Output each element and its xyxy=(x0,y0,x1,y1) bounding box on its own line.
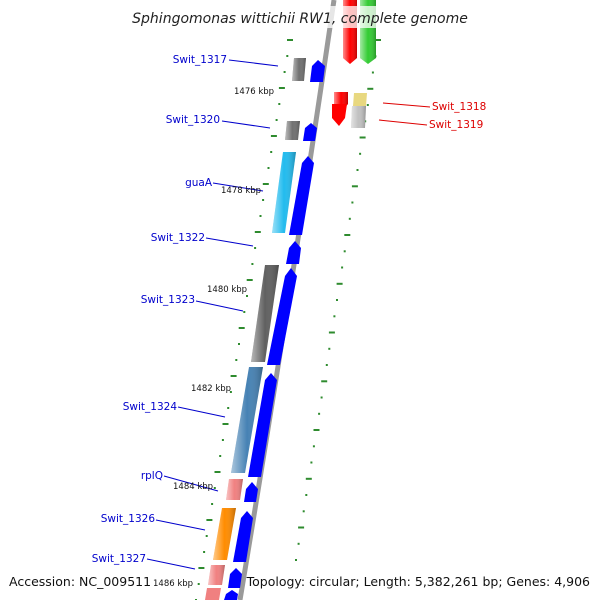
gene-feature-next xyxy=(205,588,221,600)
tick-mark xyxy=(286,55,289,57)
tick-mark xyxy=(351,185,358,188)
tick-mark xyxy=(313,429,320,431)
gene-label-swit-1320[interactable]: Swit_1320 xyxy=(166,114,220,126)
tick-mark xyxy=(198,567,205,569)
tick-mark xyxy=(295,559,297,561)
gene-label-swit-1326[interactable]: Swit_1326 xyxy=(101,513,156,525)
tick-mark xyxy=(305,494,308,496)
tick-mark xyxy=(328,331,335,334)
tick-mark xyxy=(221,439,224,441)
tick-mark xyxy=(254,231,261,233)
tick-mark xyxy=(275,119,278,121)
kbp-label: 1486 kbp xyxy=(153,579,193,589)
kbp-label: 1476 kbp xyxy=(234,87,274,97)
tick-mark xyxy=(262,199,265,201)
tick-mark xyxy=(262,183,269,185)
tick-mark xyxy=(254,247,257,249)
gene-label-swit-1327[interactable]: Swit_1327 xyxy=(92,553,146,565)
tick-mark xyxy=(270,135,277,137)
tick-mark xyxy=(344,234,351,236)
tick-mark xyxy=(251,263,254,265)
gene-label-swit-1323[interactable]: Swit_1323 xyxy=(141,294,195,306)
kbp-label: 1480 kbp xyxy=(207,285,247,295)
tick-mark xyxy=(203,551,206,553)
gene-label-rplQ[interactable]: rplQ xyxy=(141,470,163,482)
tick-mark xyxy=(230,375,237,377)
tick-mark xyxy=(283,71,286,73)
gene-label-swit-1317[interactable]: Swit_1317 xyxy=(173,54,227,66)
tick-mark xyxy=(321,380,328,383)
tick-mark xyxy=(302,510,305,513)
gene-label-swit-1322[interactable]: Swit_1322 xyxy=(151,232,205,244)
tick-mark xyxy=(227,407,230,409)
gene-label-swit-1324[interactable]: Swit_1324 xyxy=(123,401,178,413)
gene-feature-swit-1319-top[interactable] xyxy=(353,93,367,106)
tick-mark xyxy=(238,327,245,329)
tick-mark xyxy=(366,104,369,106)
gene-label-swit-1318[interactable]: Swit_1318 xyxy=(432,101,486,113)
kbp-label: 1484 kbp xyxy=(173,482,213,492)
tick-mark xyxy=(278,103,281,105)
tick-mark xyxy=(197,583,200,585)
accession-label: Accession: NC_009511 xyxy=(9,574,151,589)
kbp-label: 1482 kbp xyxy=(191,384,231,394)
map-title: Sphingomonas wittichii RW1, complete gen… xyxy=(132,11,468,27)
tick-mark xyxy=(213,487,216,489)
tick-mark xyxy=(298,526,305,529)
tick-mark xyxy=(336,299,338,301)
tick-mark xyxy=(246,279,253,281)
tick-track-left xyxy=(195,39,293,600)
tick-mark xyxy=(351,201,354,204)
tick-mark xyxy=(318,412,321,415)
gene-label-guaA[interactable]: guaA xyxy=(185,177,213,189)
tick-mark xyxy=(205,535,208,537)
tick-mark xyxy=(341,266,344,269)
summary-label: Topology: circular; Length: 5,382,261 bp… xyxy=(246,574,590,589)
gene-features xyxy=(205,58,367,600)
tick-mark xyxy=(259,215,262,217)
tick-mark xyxy=(246,295,248,297)
tick-mark xyxy=(371,71,374,74)
tick-mark xyxy=(222,423,229,425)
tick-mark xyxy=(211,503,214,505)
tick-mark xyxy=(367,87,374,90)
tick-mark xyxy=(214,471,221,473)
tick-mark xyxy=(312,445,315,448)
tick-mark xyxy=(229,391,232,393)
tick-mark xyxy=(359,152,362,155)
tick-mark xyxy=(219,455,222,457)
tick-mark xyxy=(320,396,323,399)
cds-track xyxy=(224,60,325,600)
tick-mark xyxy=(310,461,313,464)
kbp-label: 1478 kbp xyxy=(221,186,261,196)
tick-mark xyxy=(270,151,273,153)
label-leaders xyxy=(146,59,431,570)
tick-mark xyxy=(343,250,346,253)
tick-mark xyxy=(238,343,240,345)
tick-mark xyxy=(375,39,381,41)
tick-mark xyxy=(243,311,246,313)
kbp-labels: 1476 kbp 1478 kbp 1480 kbp 1482 kbp 1484… xyxy=(153,87,274,589)
tick-mark xyxy=(359,136,366,139)
tick-mark xyxy=(348,217,351,220)
gene-label-swit-1319[interactable]: Swit_1319 xyxy=(429,119,483,131)
tick-mark xyxy=(333,315,336,318)
tick-mark xyxy=(278,87,285,89)
tick-mark xyxy=(325,364,328,366)
title-backdrop xyxy=(128,6,474,28)
tick-mark xyxy=(297,542,300,545)
tick-mark xyxy=(356,169,359,171)
tick-mark xyxy=(267,167,270,169)
tick-mark xyxy=(287,39,293,41)
tick-mark xyxy=(206,519,213,521)
tick-mark xyxy=(328,347,331,350)
tick-mark xyxy=(235,359,238,361)
tick-mark xyxy=(336,282,343,285)
gene-labels: Swit_1317 Swit_1318 Swit_1319 Swit_1320 … xyxy=(92,54,487,565)
tick-mark xyxy=(305,477,312,480)
